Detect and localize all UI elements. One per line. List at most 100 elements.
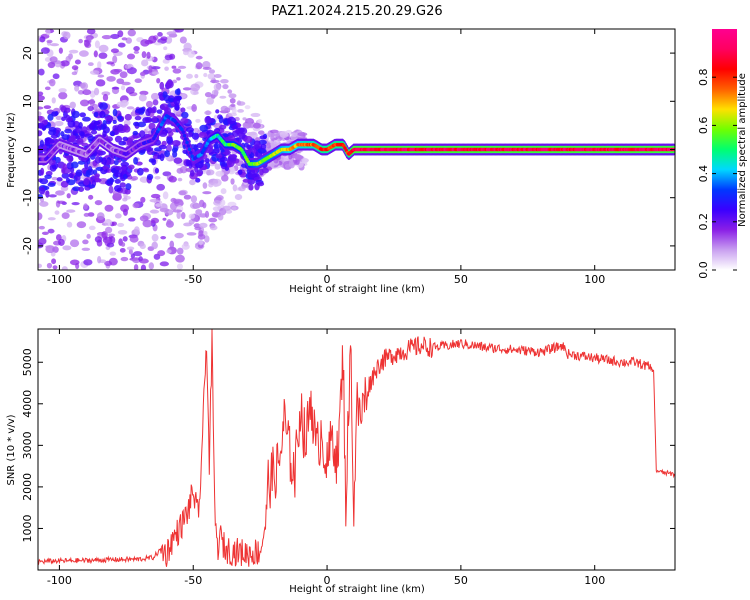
spectrogram-noise-blob bbox=[219, 95, 227, 99]
spectrogram-noise-blob bbox=[141, 51, 147, 59]
spectrogram-noise-blob bbox=[168, 176, 177, 183]
spectrogram-noise-blob bbox=[54, 120, 64, 127]
spectrogram-energy-blob bbox=[93, 111, 99, 118]
spectrogram-noise-blob bbox=[220, 188, 227, 195]
spectrogram-noise-blob bbox=[96, 212, 105, 221]
spectrogram-noise-blob bbox=[194, 226, 202, 231]
spectrogram-noise-blob bbox=[89, 98, 95, 107]
spectrogram-noise-blob bbox=[71, 71, 78, 76]
spectrogram-energy-blob bbox=[88, 184, 96, 189]
spectrogram-noise-blob bbox=[101, 91, 111, 96]
spectrogram-ridge-core bbox=[190, 154, 194, 159]
spectrogram-energy-blob bbox=[106, 179, 113, 185]
spectrogram-noise-blob bbox=[133, 46, 140, 52]
spectrogram-ridge-core bbox=[182, 133, 187, 138]
spectrogram-energy-blob bbox=[259, 135, 267, 140]
spectrogram-noise-blob bbox=[232, 184, 238, 192]
spectrogram-energy-blob bbox=[94, 174, 100, 183]
spectrogram-energy-blob bbox=[102, 130, 107, 138]
snr-y-label: SNR (10 * v/v) bbox=[6, 414, 17, 485]
spectrogram-noise-blob bbox=[202, 191, 212, 195]
spectrogram-noise-blob bbox=[122, 197, 128, 202]
spectrogram-energy-blob bbox=[148, 122, 156, 130]
spectrogram-noise-blob bbox=[246, 118, 253, 124]
y-tick-label: 2000 bbox=[21, 473, 34, 501]
spectrogram-energy-blob bbox=[104, 115, 114, 122]
spectrogram-noise-blob bbox=[38, 212, 43, 221]
spectrogram-noise-blob bbox=[126, 67, 137, 75]
spectrogram-noise-blob bbox=[139, 243, 146, 250]
spectrogram-noise-blob bbox=[171, 65, 177, 69]
y-tick-label: -20 bbox=[21, 237, 34, 255]
spectrogram-noise-blob bbox=[176, 77, 181, 81]
colorbar-tick-label: 0.8 bbox=[697, 68, 710, 86]
spectrogram-noise-blob bbox=[69, 239, 80, 248]
spectrogram-noise-blob bbox=[156, 183, 166, 191]
spectrogram-energy-blob bbox=[171, 139, 181, 147]
spectrogram-noise-blob bbox=[39, 201, 49, 207]
spectrogram-noise-blob bbox=[193, 203, 201, 209]
spectrogram-noise-blob bbox=[117, 229, 128, 235]
spectrogram-noise-blob bbox=[206, 97, 215, 105]
spectrogram-energy-blob bbox=[67, 119, 76, 128]
spectrogram-noise-blob bbox=[150, 92, 160, 101]
spectrogram-noise-blob bbox=[98, 52, 108, 59]
spectrogram-noise-blob bbox=[83, 39, 90, 48]
spectrogram-energy-blob bbox=[124, 188, 131, 195]
spectrogram-noise-blob bbox=[193, 91, 199, 95]
spectrogram-noise-blob bbox=[194, 73, 199, 79]
spectrogram-noise-blob bbox=[183, 222, 192, 227]
spectrogram-energy-blob bbox=[48, 139, 55, 144]
spectrogram-noise-blob bbox=[163, 46, 168, 51]
spectrogram-energy-blob bbox=[180, 107, 186, 113]
spectrogram-energy-blob bbox=[38, 130, 43, 137]
x-tick-label: -50 bbox=[184, 574, 202, 587]
spectrogram-energy-blob bbox=[127, 164, 135, 170]
spectrogram-noise-blob bbox=[280, 157, 290, 162]
spectrogram-energy-blob bbox=[248, 184, 254, 191]
spectrogram-noise-blob bbox=[106, 61, 115, 65]
spectrogram-noise-blob bbox=[69, 259, 80, 266]
spectrogram-energy-blob bbox=[258, 139, 267, 145]
spectrogram-noise-blob bbox=[195, 55, 203, 60]
y-tick-label: 10 bbox=[21, 94, 34, 108]
spectrogram-noise-blob bbox=[38, 237, 47, 245]
spectrogram-energy-blob bbox=[238, 132, 246, 140]
spectrogram-noise-blob bbox=[108, 257, 118, 266]
snr-x-label: Height of straight line (km) bbox=[289, 584, 425, 595]
spectrogram-y-ticks: -20 -10 0 10 20 bbox=[21, 46, 675, 255]
spectrogram-energy-blob bbox=[157, 154, 162, 160]
spectrogram-energy-blob bbox=[144, 116, 153, 123]
spectrogram-noise-blob bbox=[117, 42, 126, 48]
spectrogram-noise-blob bbox=[206, 169, 215, 176]
spectrogram-noise-blob bbox=[160, 236, 167, 240]
spectrogram-energy-blob bbox=[80, 131, 85, 139]
spectrogram-noise-blob bbox=[176, 211, 181, 219]
spectrogram-noise-blob bbox=[202, 66, 212, 70]
spectrogram-noise-blob bbox=[166, 31, 177, 36]
x-tick-label: -100 bbox=[47, 273, 72, 286]
spectrogram-energy-blob bbox=[96, 125, 102, 131]
spectrogram-noise-blob bbox=[66, 221, 73, 228]
spectrogram-energy-blob bbox=[260, 143, 267, 150]
spectrogram-noise-blob bbox=[71, 65, 79, 71]
spectrogram-noise-blob bbox=[269, 129, 279, 134]
spectrogram-noise-blob bbox=[38, 106, 44, 110]
spectrogram-noise-blob bbox=[61, 212, 70, 220]
spectrogram-noise-blob bbox=[172, 79, 178, 84]
spectrogram-noise-blob bbox=[189, 179, 196, 186]
spectrogram-noise-blob bbox=[55, 190, 65, 196]
spectrogram-energy-blob bbox=[74, 175, 81, 181]
spectrogram-noise-blob bbox=[89, 70, 100, 75]
spectrogram-noise-blob bbox=[88, 194, 94, 200]
spectrogram-noise-blob bbox=[257, 118, 263, 124]
spectrogram-energy-blob bbox=[171, 147, 178, 153]
spectrogram-noise-blob bbox=[140, 39, 150, 47]
spectrogram-energy-blob bbox=[137, 121, 147, 128]
spectrogram-noise-blob bbox=[160, 36, 168, 41]
x-tick-label: 100 bbox=[584, 273, 605, 286]
spectrogram-noise-blob bbox=[208, 217, 218, 223]
spectrogram-energy-blob bbox=[56, 177, 63, 182]
x-tick-label: 0 bbox=[324, 273, 331, 286]
spectrogram-noise-blob bbox=[185, 73, 193, 79]
